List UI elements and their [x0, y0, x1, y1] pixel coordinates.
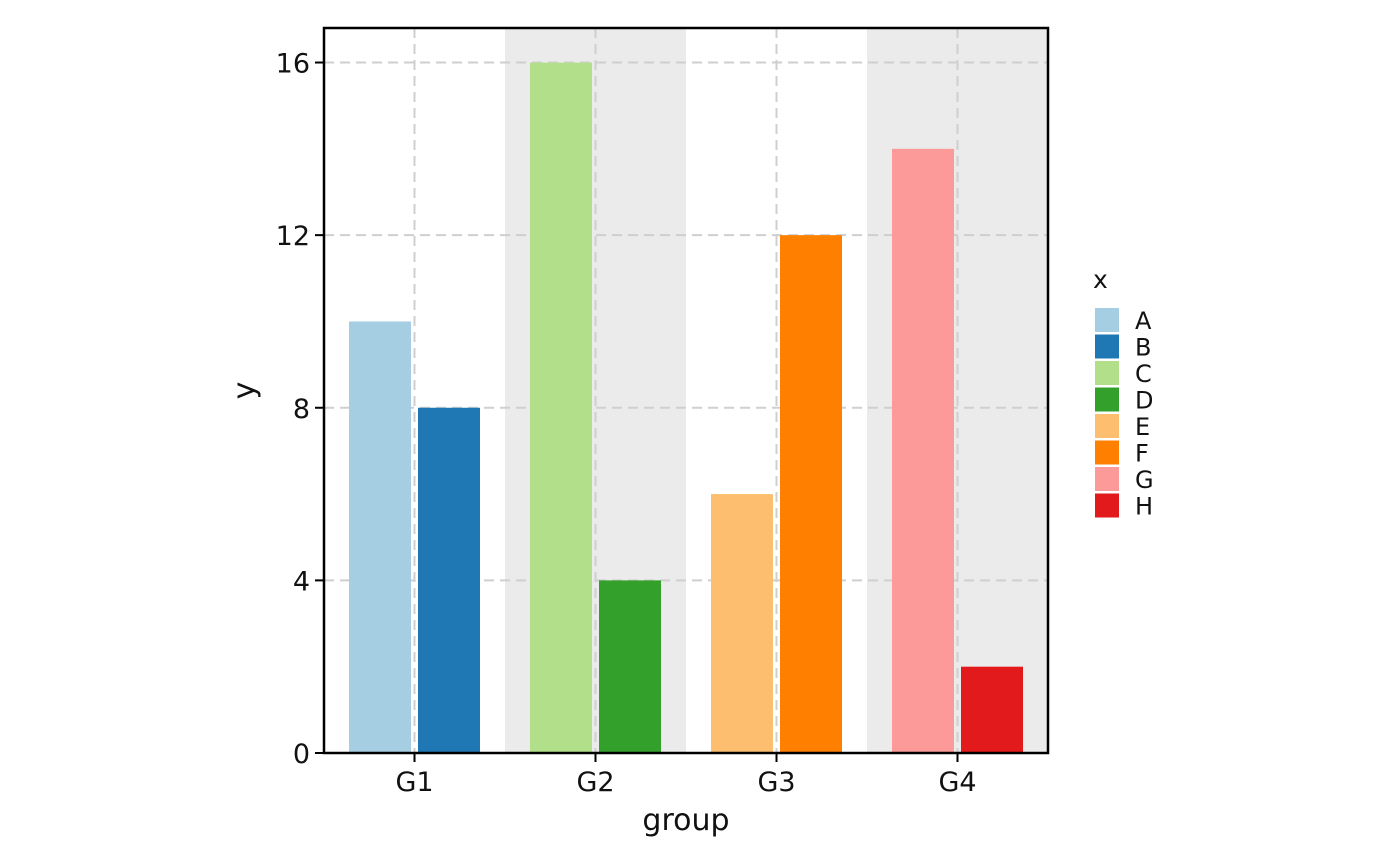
- y-tick-label: 12: [276, 221, 310, 252]
- bar-e: [711, 494, 773, 753]
- x-tick-label: G4: [938, 767, 976, 798]
- bar-c: [530, 62, 592, 754]
- bar-f: [780, 235, 842, 754]
- legend-key-b: [1095, 334, 1119, 359]
- y-tick-label: 0: [293, 739, 310, 770]
- legend-label-b: B: [1135, 334, 1151, 362]
- legend-label-d: D: [1135, 387, 1153, 415]
- legend-label-e: E: [1135, 413, 1150, 441]
- legend-label-f: F: [1135, 440, 1149, 468]
- legend-key-g: [1095, 467, 1119, 491]
- bar-g: [892, 148, 954, 754]
- legend-label-a: A: [1135, 307, 1152, 335]
- x-axis-title: group: [642, 803, 729, 838]
- bar-a: [349, 321, 411, 753]
- y-axis-title: y: [227, 382, 262, 400]
- bar-d: [599, 580, 661, 753]
- x-tick-label: G1: [395, 767, 433, 798]
- bars: [349, 62, 1023, 754]
- legend-key-h: [1095, 493, 1119, 518]
- y-axis: 0 4 8 12 16: [276, 49, 324, 770]
- legend-key-c: [1095, 361, 1119, 385]
- x-tick-label: G3: [757, 767, 795, 798]
- legend-key-a: [1095, 308, 1119, 332]
- plot-panel-border: [322, 26, 1050, 755]
- y-tick-label: 16: [276, 49, 310, 80]
- legend-key-e: [1095, 414, 1119, 438]
- legend-key-f: [1095, 440, 1119, 465]
- legend-key-d: [1095, 387, 1119, 412]
- legend-title: x: [1093, 265, 1108, 294]
- legend-label-g: G: [1135, 466, 1154, 494]
- bar-h: [961, 666, 1023, 753]
- y-tick-label: 8: [293, 394, 310, 425]
- legend-label-h: H: [1135, 493, 1153, 521]
- legend-label-c: C: [1135, 360, 1152, 388]
- y-tick-label: 4: [293, 566, 310, 597]
- bar-b: [418, 407, 480, 753]
- x-axis: G1 G2 G3 G4: [395, 753, 977, 798]
- x-tick-label: G2: [576, 767, 614, 798]
